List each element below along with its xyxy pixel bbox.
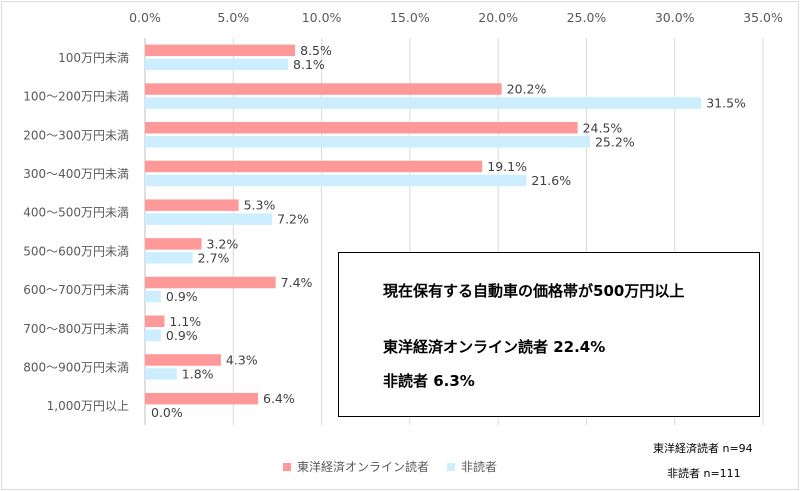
value-label: 25.2% <box>595 134 635 149</box>
bar <box>145 44 296 57</box>
value-label: 5.3% <box>244 198 276 213</box>
value-label: 21.6% <box>531 173 571 188</box>
value-label: 0.9% <box>166 289 198 304</box>
bar <box>145 276 276 289</box>
annotation-box: 現在保有する自動車の価格帯が500万円以上 東洋経済オンライン読者 22.4% … <box>338 252 760 417</box>
value-label: 7.2% <box>277 212 309 227</box>
value-label: 8.1% <box>293 57 325 72</box>
legend-swatch-readers <box>283 462 291 471</box>
legend-label-readers: 東洋経済オンライン読者 <box>297 460 430 474</box>
x-tick-label: 5.0% <box>217 10 249 25</box>
x-tick-label: 30.0% <box>655 10 695 25</box>
category-label: 500～600万円未満 <box>23 244 129 258</box>
bars <box>145 44 702 405</box>
x-tick-label: 15.0% <box>390 10 430 25</box>
value-label: 0.0% <box>151 405 183 420</box>
x-tick-label: 0.0% <box>129 10 161 25</box>
x-axis-tick-labels: 0.0% 5.0% 10.0% 15.0% 20.0% 25.0% 30.0% 35.0% <box>129 10 783 25</box>
legend-swatch-non-readers <box>447 462 456 471</box>
bar <box>145 354 221 366</box>
readers-sample-size: 東洋経済読者 n=94 <box>653 442 753 455</box>
annotation-readers-share: 東洋経済オンライン読者 22.4% <box>383 338 606 356</box>
value-label: 2.7% <box>198 250 230 265</box>
legend: 東洋経済オンライン読者 非読者 <box>283 458 515 475</box>
category-label: 700～800万円未満 <box>23 322 129 336</box>
category-label: 400～500万円未満 <box>23 206 129 220</box>
bar <box>145 368 177 380</box>
value-label: 4.3% <box>226 352 258 367</box>
value-label: 1.1% <box>169 314 201 329</box>
annotation-headline: 現在保有する自動車の価格帯が500万円以上 <box>383 282 685 300</box>
bar <box>145 213 273 225</box>
value-label: 19.1% <box>487 159 527 174</box>
x-tick-label: 35.0% <box>743 10 783 25</box>
non-readers-sample-size: 非読者 n=111 <box>667 467 741 480</box>
category-label: 200～300万円未満 <box>23 128 129 142</box>
bar <box>145 315 165 327</box>
value-label: 6.4% <box>263 391 295 406</box>
bar <box>145 290 161 303</box>
legend-item-readers: 東洋経済オンライン読者 <box>283 458 429 475</box>
annotation-non-readers-share: 非読者 6.3% <box>383 372 475 390</box>
category-label: 100万円未満 <box>58 51 129 65</box>
bar <box>145 83 502 95</box>
value-label: 3.2% <box>207 236 239 251</box>
bar <box>145 122 578 134</box>
value-label: 1.8% <box>182 366 214 381</box>
bar <box>145 97 702 109</box>
value-label: 20.2% <box>507 82 547 97</box>
x-tick-label: 20.0% <box>478 10 518 25</box>
legend-item-non-readers: 非読者 <box>447 458 497 475</box>
category-label: 800～900万円未満 <box>23 360 129 374</box>
legend-label-non-readers: 非読者 <box>461 460 498 474</box>
x-tick-label: 10.0% <box>302 10 342 25</box>
value-label: 24.5% <box>583 120 623 135</box>
value-label: 31.5% <box>706 96 746 111</box>
category-label: 300～400万円未満 <box>23 167 129 181</box>
bar <box>145 329 161 341</box>
bar <box>145 238 202 250</box>
bar <box>145 136 590 148</box>
value-labels: 8.5%8.1% 20.2% 31.5% 24.5%25.2% 19.1% 21.6% 5.… <box>151 43 746 420</box>
bar <box>145 199 239 211</box>
x-tick-label: 25.0% <box>567 10 607 25</box>
category-label: 1,000万円以上 <box>47 399 129 413</box>
bar <box>145 160 483 173</box>
category-label: 600～700万円未満 <box>23 283 129 297</box>
category-label: 100～200万円未満 <box>23 90 129 104</box>
value-label: 8.5% <box>300 43 332 58</box>
bar <box>145 58 289 71</box>
bar <box>145 252 193 264</box>
category-labels: 100万円未満 100～200万円未満 200～300万円未満 300～400万円未満… <box>23 51 129 413</box>
bar <box>145 392 259 405</box>
value-label: 0.9% <box>166 328 198 343</box>
bar <box>145 174 527 187</box>
value-label: 7.4% <box>281 275 313 290</box>
